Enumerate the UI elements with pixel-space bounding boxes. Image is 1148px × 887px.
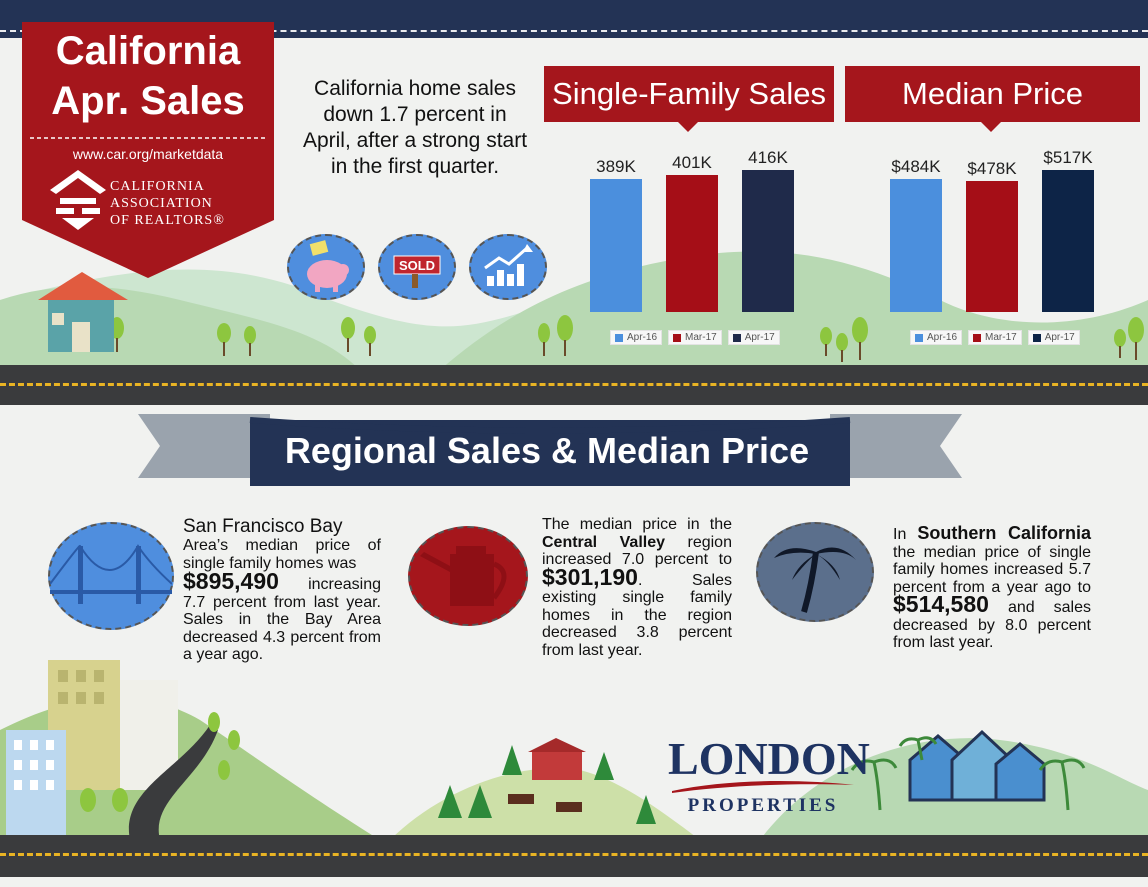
- road-divider-top: [0, 365, 1148, 405]
- legend-label: Mar-17: [685, 332, 717, 343]
- legend-label: Apr-16: [627, 332, 658, 343]
- legend-label: Apr-17: [1044, 332, 1075, 343]
- chart2-pointer: [981, 122, 1001, 132]
- lower-landscape-illustration: [0, 660, 1148, 840]
- chart1-title: Single-Family Sales: [544, 66, 834, 122]
- chart1-bar-apr-16: [590, 179, 642, 312]
- golden-gate-bridge-icon: [49, 544, 173, 604]
- sc-text-c: and sales decreased by 8.0 percent from …: [893, 599, 1091, 651]
- chart2-legend-item: Apr-17: [1027, 330, 1080, 345]
- cv-circle: [408, 526, 528, 626]
- chart1-pointer: [678, 122, 698, 132]
- legend-swatch: [615, 333, 623, 342]
- chart1-legend: Apr-16 Mar-17 Apr-17: [610, 330, 780, 345]
- org-name: CALIFORNIA ASSOCIATION OF REALTORS®: [110, 178, 225, 229]
- chart2-legend-item: Apr-16: [910, 330, 963, 345]
- cv-text-a: The median price in the: [542, 516, 732, 533]
- palm-tree-icon: [774, 547, 856, 613]
- chart2-legend: Apr-16 Mar-17 Apr-17: [910, 330, 1080, 345]
- blue-houses-icon: [908, 729, 1046, 802]
- banner-url[interactable]: www.car.org/marketdata: [72, 146, 224, 162]
- chart1-plot: 389K 401K 416K Apr-16 Mar-17 Apr-17: [560, 140, 820, 345]
- org-line3: OF REALTORS®: [110, 213, 225, 228]
- growth-chart-icon: [484, 244, 533, 286]
- buildings-icon: [6, 660, 178, 840]
- org-line2: ASSOCIATION: [110, 196, 213, 211]
- piggy-bank-circle: [287, 234, 365, 300]
- sc-text-b: the median price of single family homes …: [893, 543, 1091, 596]
- banner-title-line1: California: [55, 29, 241, 73]
- chart2-legend-item: Mar-17: [968, 330, 1022, 345]
- sf-text-b: increasing 7.7 percent from last year. S…: [183, 576, 381, 663]
- sc-price: $514,580: [893, 591, 989, 617]
- cv-region-text: The median price in the Central Valley r…: [542, 516, 732, 659]
- chart1-legend-item: Apr-16: [610, 330, 663, 345]
- chart1-bar-mar-17: [666, 175, 718, 312]
- cv-text-c: . Sales existing single family homes in …: [542, 571, 732, 659]
- legend-swatch: [1032, 333, 1041, 342]
- chart2-value-label: $484K: [891, 157, 941, 177]
- brand-line2: PROPERTIES: [687, 795, 839, 816]
- sf-price: $895,490: [183, 568, 279, 594]
- chart1-value-label: 389K: [596, 157, 636, 177]
- london-properties-logo: LONDON PROPERTIES: [668, 733, 870, 817]
- section-ribbon: [138, 414, 962, 486]
- chart2-value-label: $517K: [1043, 148, 1093, 167]
- brand-swoosh: [672, 781, 854, 793]
- cv-price: $301,190: [542, 563, 638, 590]
- growth-chart-circle: [469, 234, 547, 300]
- chart1-bar-apr-17: [742, 170, 794, 312]
- cv-name: Central Valley: [542, 533, 665, 551]
- chart2-bar-apr-16: [890, 179, 942, 312]
- sold-label: SOLD: [399, 258, 435, 273]
- chart2-bar-mar-17: [966, 180, 1018, 312]
- chart1-value-label: 416K: [748, 148, 788, 167]
- legend-label: Apr-17: [744, 332, 775, 343]
- chart1-legend-item: Mar-17: [668, 330, 722, 345]
- org-line1: CALIFORNIA: [110, 179, 205, 194]
- sold-sign-icon: SOLD: [393, 255, 441, 288]
- legend-swatch: [973, 333, 982, 342]
- legend-swatch: [915, 333, 923, 342]
- sf-name: San Francisco Bay: [183, 516, 343, 537]
- road-divider-bottom: [0, 835, 1148, 877]
- legend-label: Apr-16: [927, 332, 958, 343]
- intro-text: California home sales down 1.7 percent i…: [302, 77, 528, 178]
- sf-text-a: Area’s median price of single family hom…: [183, 537, 381, 572]
- chart1-value-label: 401K: [672, 153, 712, 173]
- piggy-bank-icon: [307, 240, 349, 292]
- legend-swatch: [732, 333, 741, 342]
- sc-region-text: In Southern California the median price …: [893, 523, 1091, 652]
- legend-label: Mar-17: [985, 332, 1017, 343]
- chart2-plot: $484K $478K $517K Apr-16 Mar-17 Apr-17: [860, 140, 1120, 345]
- sc-text-a: In: [893, 526, 907, 543]
- section-title: Regional Sales & Median Price: [284, 430, 810, 471]
- legend-swatch: [673, 333, 682, 342]
- chart1-legend-item: Apr-17: [727, 330, 780, 345]
- chart2-title: Median Price: [845, 66, 1140, 122]
- house-icon: [38, 272, 128, 352]
- chart2-value-label: $478K: [967, 158, 1017, 178]
- chart2-bar-apr-17: [1042, 170, 1094, 312]
- sc-circle: [756, 522, 874, 622]
- sc-name: Southern California: [917, 523, 1091, 543]
- watering-can-icon: [420, 546, 507, 606]
- brand-line1: LONDON: [668, 733, 870, 784]
- sold-sign-circle: SOLD: [378, 234, 456, 300]
- sf-circle: [48, 522, 174, 630]
- cv-text-b: region increased 7.0 percent to: [542, 533, 732, 569]
- sf-region-text: San Francisco Bay Area’s median price of…: [183, 517, 381, 664]
- banner-title-line2: Apr. Sales: [51, 79, 245, 123]
- car-logo-icon: [50, 170, 106, 230]
